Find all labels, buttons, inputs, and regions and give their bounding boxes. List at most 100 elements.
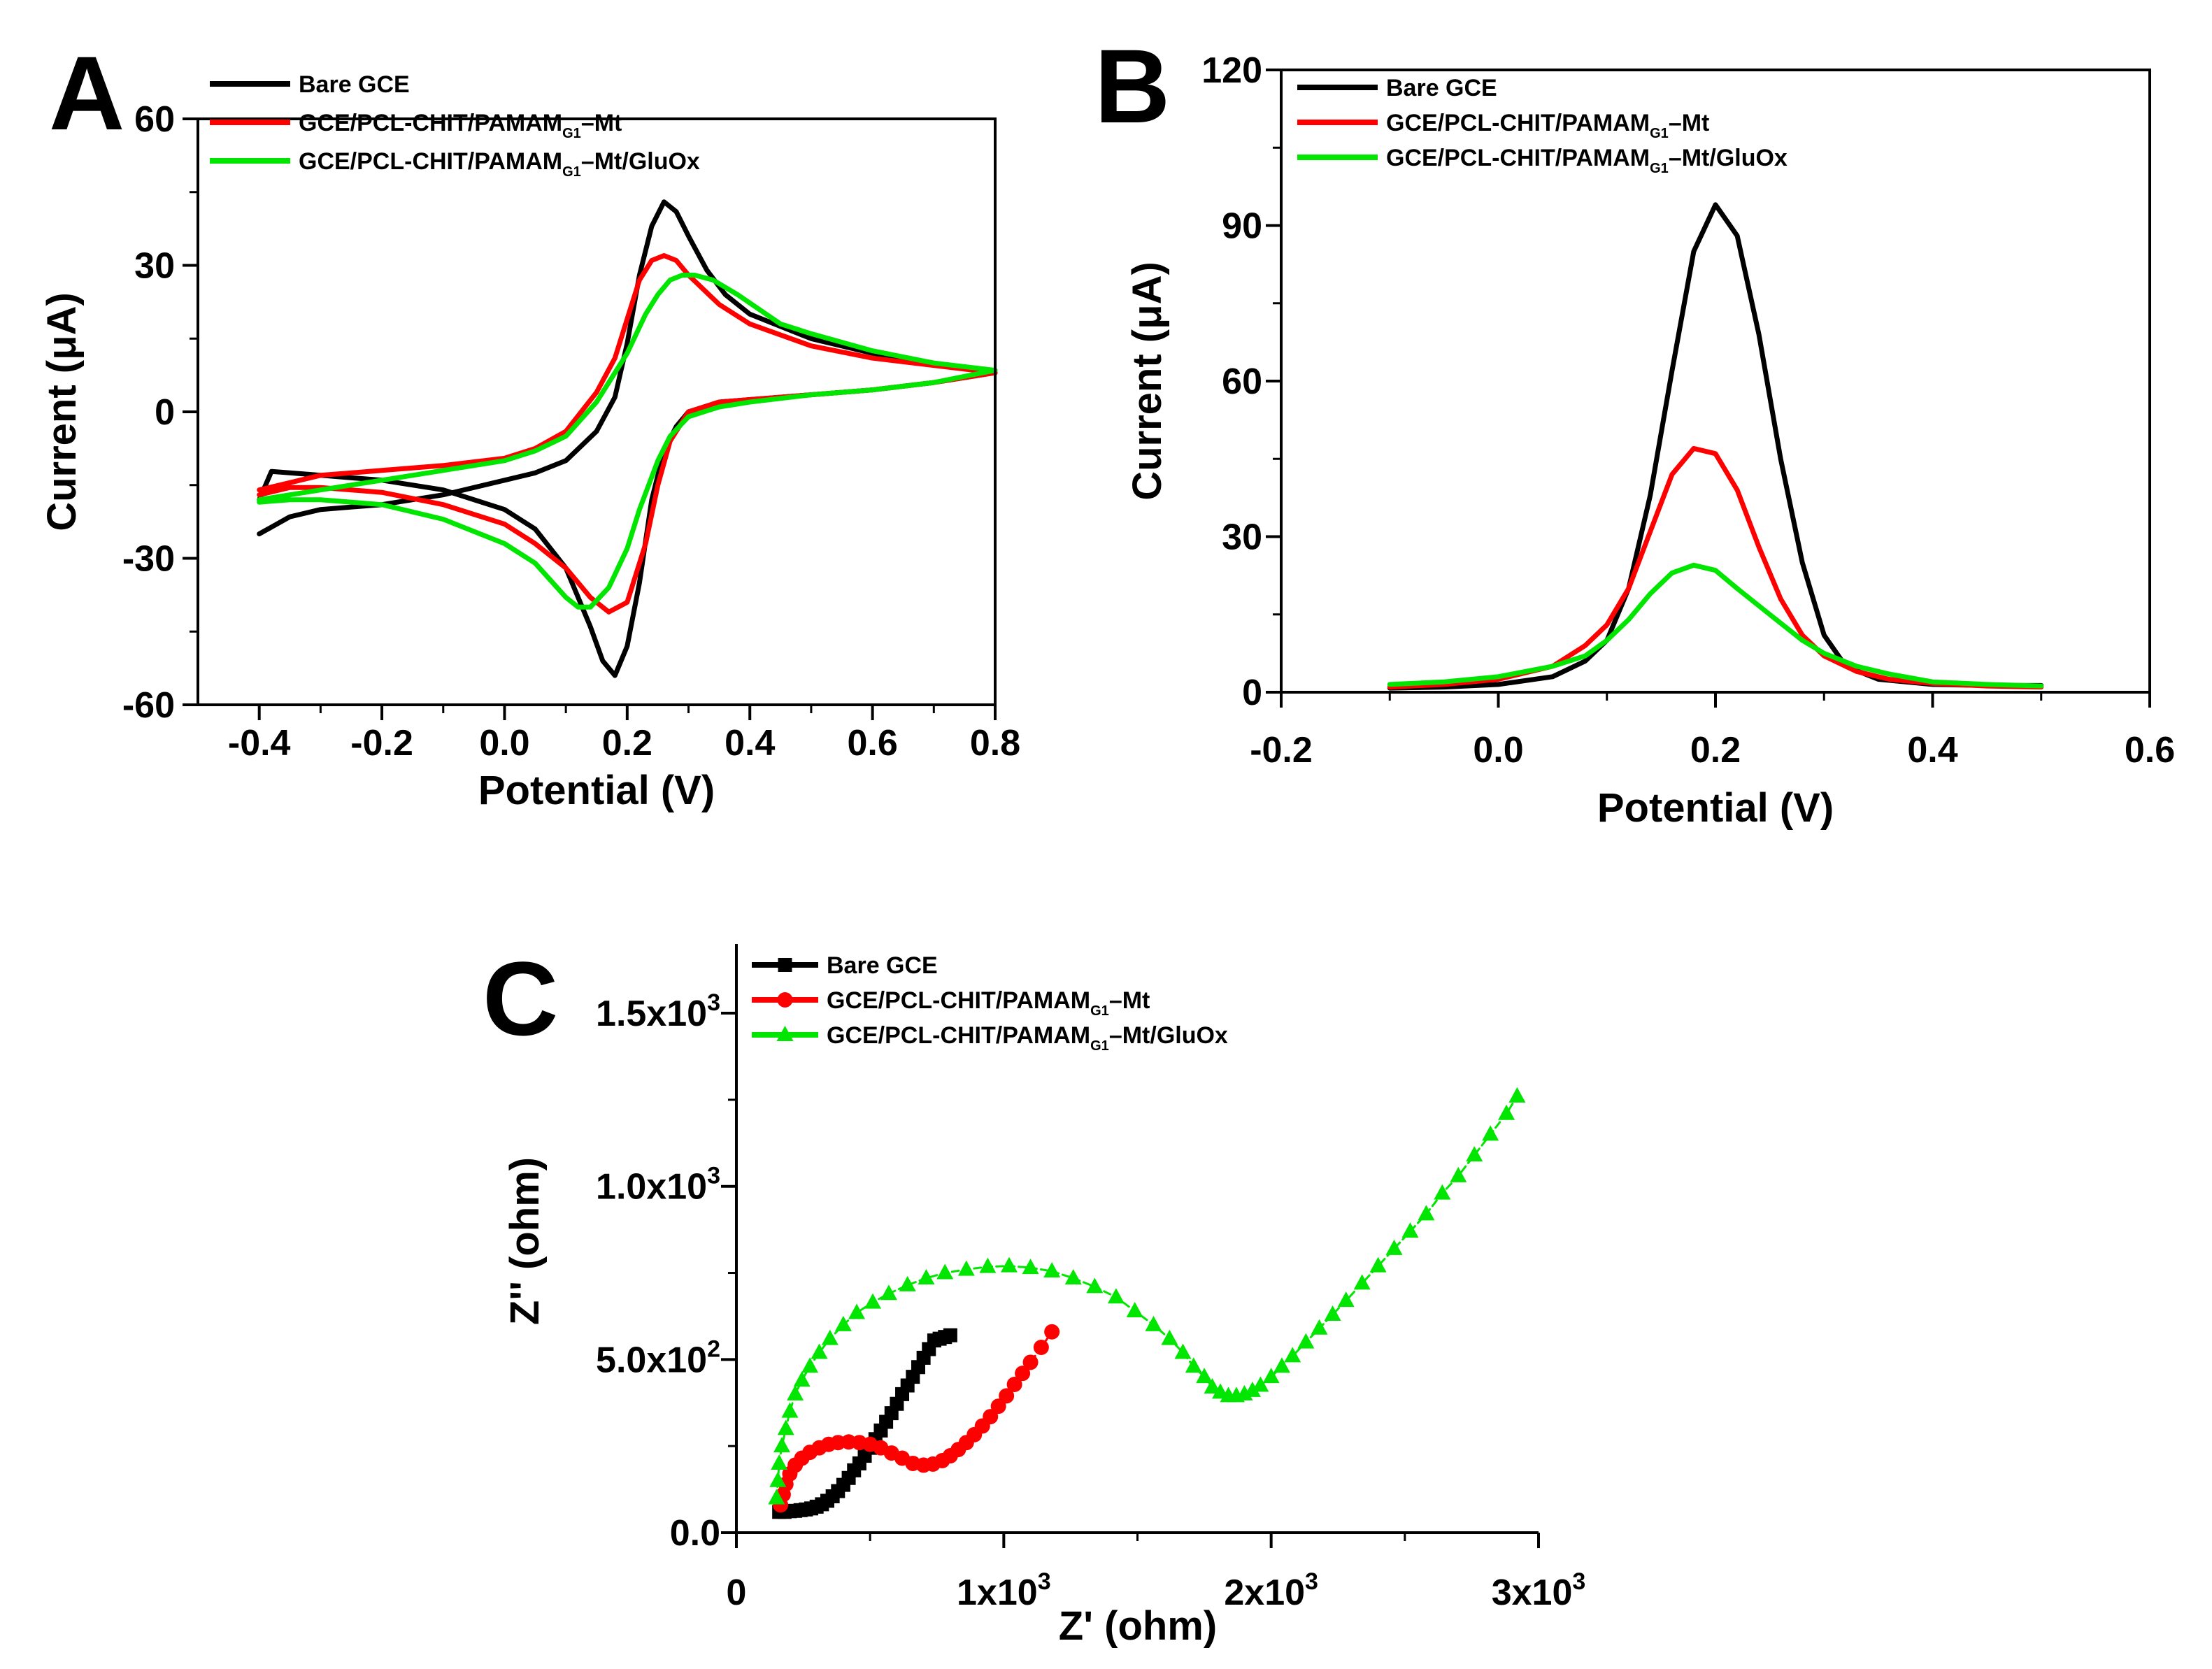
panel-a-x-tick-label: 0.0 [479,723,529,764]
panel-c-plot-area [768,1087,1526,1519]
panel-a-ticks: -0.4 -0.2 0.0 0.2 0.4 0.6 0.8 -60 -30 0 30 60 [122,99,1020,764]
panel-b-y-tick-label: 0 [1242,673,1262,713]
panel-c-series-gce-pcl-chit-pamam-g1-mt-gluox-point [957,1260,975,1276]
panel-c-legend-entry-marker [776,1026,794,1041]
panel-c-series-gce-pcl-chit-pamam-g1-mt-gluox-point [1508,1087,1526,1103]
panel-c-y-tick-label: 0.0 [670,1513,720,1554]
panel-c-y-axis-label: Z'' (ohm) [502,1157,548,1325]
panel-c-y-tick-label: 1.5x103 [596,989,720,1034]
panel-c-legend-entry-marker [778,958,792,972]
panel-c-series-gce-pcl-chit-pamam-g1-mt-gluox-point [1107,1288,1125,1304]
panel-c-series-gce-pcl-chit-pamam-g1-mt-gluox-point [1262,1368,1280,1384]
panel-a-x-axis-label: Potential (V) [478,768,715,813]
panel-c-series-gce-pcl-chit-pamam-g1-mt-point [1015,1366,1031,1382]
panel-c-series-gce-pcl-chit-pamam-g1-mt-point [1033,1340,1049,1356]
panel-c-series-gce-pcl-chit-pamam-g1-mt-point [1006,1377,1022,1393]
panel-a-y-tick-label: -60 [122,685,175,726]
panel-c-x-tick-label: 0 [727,1573,747,1613]
panel-c-series-gce-pcl-chit-pamam-g1-mt-point [1044,1324,1060,1340]
panel-c-series-gce-pcl-chit-pamam-g1-mt-gluox-point [1243,1381,1261,1397]
panel-c-series-gce-pcl-chit-pamam-g1-mt-gluox-point [1434,1184,1451,1200]
panel-c-series-gce-pcl-chit-pamam-g1-mt-gluox-point [821,1329,839,1345]
panel-c-series-gce-pcl-chit-pamam-g1-mt-gluox-point [1185,1357,1202,1373]
panel-a-x-tick-label: -0.2 [350,723,413,764]
panel-c-legend-entry-label: GCE/PCL-CHIT/PAMAMG1–Mt/GluOx [827,1022,1228,1054]
panel-a-series-gce-pcl-chit-pamam-g1-mt-line [257,253,998,615]
panel-c-series-gce-pcl-chit-pamam-g1-mt-gluox-point [793,1371,811,1387]
panel-c-letter: C [483,940,558,1057]
panel-c-series-gce-pcl-chit-pamam-g1-mt-gluox-point [1022,1259,1039,1275]
panel-b: B -0.2 0.0 0.2 0.4 0.6 0 30 60 90 120 Potential (… [1094,27,2175,831]
panel-c-legend: Bare GCE GCE/PCL-CHIT/PAMAMG1–MtGCE/PCL-C… [752,952,1228,1054]
panel-c-legend-entry-label: GCE/PCL-CHIT/PAMAMG1–Mt [827,987,1150,1019]
panel-b-letter: B [1094,27,1170,145]
panel-a-y-tick-label: 0 [155,392,175,433]
panel-a-x-tick-label: 0.2 [602,723,652,764]
panel-a-x-tick-label: -0.4 [228,723,291,764]
panel-c-series-gce-pcl-chit-pamam-g1-mt-point [1022,1354,1039,1370]
panel-c-series-gce-pcl-chit-pamam-g1-mt-gluox-point [1273,1357,1290,1373]
panel-b-y-tick-label: 90 [1222,206,1262,247]
panel-a-x-tick-label: 0.4 [725,723,775,764]
panel-a-legend: Bare GCE GCE/PCL-CHIT/PAMAMG1–Mt GCE/PCL-C… [210,71,700,180]
panel-c: C 0 1x103 2x103 3x103 0.0 5.0x102 1.0x103 1.5x1… [483,940,1585,1649]
panel-c-series-gce-pcl-chit-pamam-g1-mt-gluox-point [1086,1277,1104,1294]
panel-c-series-gce-pcl-chit-pamam-g1-mt-point [990,1398,1006,1414]
panel-c-series-gce-pcl-chit-pamam-g1-mt-gluox-point [801,1357,819,1373]
panel-b-series-gce-pcl-chit-pamam-g1-mt-gluox-line [1387,562,2044,689]
panel-c-series-gce-pcl-chit-pamam-g1-mt-gluox-point [1369,1256,1387,1273]
panel-c-series-gce-pcl-chit-pamam-g1-mt-gluox-point [1418,1205,1435,1221]
panel-b-y-axis-label: Current (μA) [1125,262,1170,501]
panel-a-x-tick-label: 0.8 [970,723,1020,764]
panel-c-y-tick-label: 1.0x103 [596,1163,720,1208]
panel-c-series-gce-pcl-chit-pamam-g1-mt-gluox-point [1000,1256,1018,1273]
panel-c-series-gce-pcl-chit-pamam-g1-mt-gluox-point [771,1454,788,1470]
panel-c-series-gce-pcl-chit-pamam-g1-mt-gluox-point [979,1257,997,1273]
panel-c-series-gce-pcl-chit-pamam-g1-mt-gluox-point [918,1268,935,1284]
panel-a-legend-entry-label: GCE/PCL-CHIT/PAMAMG1–Mt/GluOx [299,148,700,180]
panel-c-series-gce-pcl-chit-pamam-g1-mt-gluox-point [1297,1333,1315,1349]
panel-c-series-gce-pcl-chit-pamam-g1-mt-gluox-point [1145,1315,1162,1331]
panel-c-series-gce-pcl-chit-pamam-g1-mt-gluox-point [1284,1347,1301,1363]
panel-c-series-gce-pcl-chit-pamam-g1-mt-gluox-point [880,1284,897,1301]
panel-b-series-bare-gce-line [1387,202,2044,691]
panel-c-x-tick-label: 2x103 [1224,1568,1318,1613]
panel-c-series-gce-pcl-chit-pamam-g1-mt-gluox-point [864,1293,881,1309]
panel-c-legend-entry-marker [777,992,793,1008]
panel-a-plot-area [257,199,998,678]
panel-c-series-gce-pcl-chit-pamam-g1-mt-gluox-point [781,1402,799,1418]
panel-a-legend-entry-label: GCE/PCL-CHIT/PAMAMG1–Mt [299,110,622,141]
panel-b-plot-area [1387,202,2044,691]
panel-c-series-gce-pcl-chit-pamam-g1-mt-gluox-point [768,1489,785,1505]
panel-c-series-gce-pcl-chit-pamam-g1-mt-gluox-point [1161,1329,1178,1345]
panel-a-y-axis-label: Current (μA) [39,292,85,531]
panel-c-series-gce-pcl-chit-pamam-g1-mt-gluox-point [899,1275,916,1291]
panel-c-series-gce-pcl-chit-pamam-g1-mt-gluox-point [1252,1376,1269,1392]
panel-b-x-axis-label: Potential (V) [1597,785,1834,831]
panel-b-legend-entry-label: GCE/PCL-CHIT/PAMAMG1–Mt/GluOx [1386,145,1788,176]
panel-b-x-tick-label: -0.2 [1250,730,1313,771]
panel-c-series-gce-pcl-chit-pamam-g1-mt-gluox-point [834,1315,852,1331]
panel-b-legend: Bare GCE GCE/PCL-CHIT/PAMAMG1–Mt GCE/PCL-C… [1297,75,1788,176]
panel-b-y-tick-label: 30 [1222,517,1262,558]
panel-c-series-gce-pcl-chit-pamam-g1-mt-gluox-point [1498,1104,1515,1120]
panel-a-legend-entry-label: Bare GCE [299,71,410,98]
panel-c-series-gce-pcl-chit-pamam-g1-mt-gluox-point [1064,1268,1082,1284]
panel-c-series-gce-pcl-chit-pamam-g1-mt-gluox-point [787,1384,804,1401]
panel-b-ticks: -0.2 0.0 0.2 0.4 0.6 0 30 60 90 120 [1201,50,2175,771]
panel-c-series-gce-pcl-chit-pamam-g1-mt-gluox-point [1324,1305,1341,1321]
panel-b-y-tick-label: 120 [1201,50,1262,91]
panel-a-x-tick-label: 0.6 [847,723,897,764]
panel-a-letter: A [49,34,124,152]
panel-c-x-tick-label: 1x103 [957,1568,1051,1613]
panel-c-series-bare-gce-point [943,1328,957,1342]
panel-c-legend-entry-label: Bare GCE [827,952,938,979]
panel-c-series-gce-pcl-chit-pamam-g1-mt-gluox-point [936,1263,954,1280]
panel-a-y-tick-label: 30 [134,246,175,287]
panel-c-x-tick-label: 3x103 [1492,1568,1586,1613]
panel-c-series-gce-pcl-chit-pamam-g1-mt-gluox-point [773,1437,790,1453]
panel-c-series-gce-pcl-chit-pamam-g1-mt-gluox-point [1466,1146,1483,1162]
panel-c-series-gce-pcl-chit-pamam-g1-mt-gluox-point [1401,1222,1419,1238]
panel-c-series-gce-pcl-chit-pamam-g1-mt-gluox-point [1337,1291,1355,1308]
